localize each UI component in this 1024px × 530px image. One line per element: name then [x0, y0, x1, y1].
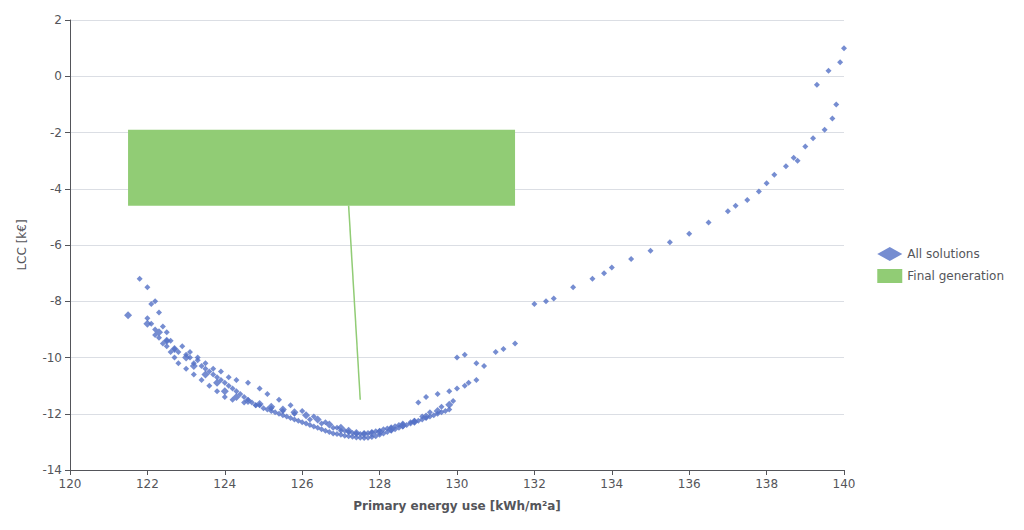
- svg-text:All solutions: All solutions: [907, 247, 979, 261]
- svg-text:-12: -12: [42, 407, 62, 421]
- svg-text:138: 138: [755, 477, 778, 491]
- svg-text:-10: -10: [42, 351, 62, 365]
- svg-text:126: 126: [291, 477, 314, 491]
- svg-text:2: 2: [54, 13, 62, 27]
- svg-text:124: 124: [213, 477, 236, 491]
- svg-text:Primary energy use [kWh/m²a]: Primary energy use [kWh/m²a]: [353, 499, 561, 513]
- svg-text:-2: -2: [50, 126, 62, 140]
- svg-text:-8: -8: [50, 294, 62, 308]
- svg-text:134: 134: [600, 477, 623, 491]
- svg-text:120: 120: [59, 477, 82, 491]
- svg-text:0: 0: [54, 69, 62, 83]
- svg-text:-4: -4: [50, 182, 62, 196]
- svg-text:LCC [k€]: LCC [k€]: [15, 219, 29, 270]
- svg-text:122: 122: [136, 477, 159, 491]
- svg-text:132: 132: [523, 477, 546, 491]
- svg-text:130: 130: [446, 477, 469, 491]
- svg-text:140: 140: [833, 477, 856, 491]
- svg-text:-14: -14: [42, 463, 62, 477]
- svg-text:136: 136: [678, 477, 701, 491]
- svg-text:128: 128: [368, 477, 391, 491]
- svg-text:Final generation: Final generation: [907, 269, 1004, 283]
- svg-text:-6: -6: [50, 238, 62, 252]
